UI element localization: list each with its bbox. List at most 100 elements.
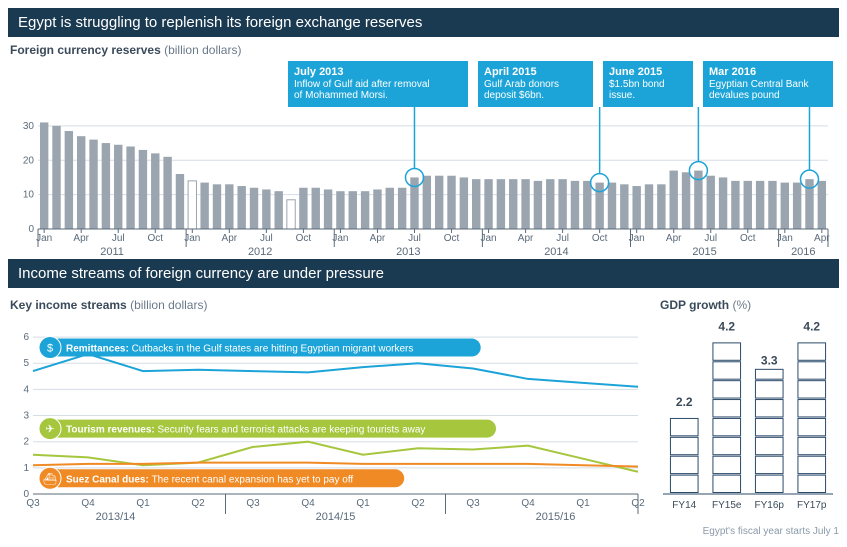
reserves-subtitle: Foreign currency reserves (billion dolla… <box>10 43 839 57</box>
svg-text:Jan: Jan <box>629 233 645 244</box>
reserve-bar <box>558 179 566 229</box>
reserve-bar <box>77 136 85 229</box>
reserve-bar <box>595 183 603 229</box>
svg-text:Jul: Jul <box>408 233 421 244</box>
svg-text:Oct: Oct <box>296 233 312 244</box>
svg-text:Q3: Q3 <box>26 498 40 509</box>
reserve-bar <box>139 150 147 229</box>
gdp-bar-segment <box>755 456 783 473</box>
svg-text:Q2: Q2 <box>191 498 205 509</box>
reserve-bar <box>163 157 171 229</box>
reserve-bar <box>237 186 245 229</box>
reserve-bar <box>768 181 776 229</box>
reserve-bar <box>114 145 122 229</box>
svg-text:4: 4 <box>23 384 29 395</box>
reserve-bar <box>620 184 628 229</box>
reserve-bar <box>447 176 455 229</box>
gdp-bar-segment <box>670 418 698 435</box>
svg-text:Apr: Apr <box>518 233 534 244</box>
gdp-unit: (%) <box>732 298 751 312</box>
svg-text:30: 30 <box>23 121 35 132</box>
svg-text:Q4: Q4 <box>81 498 95 509</box>
reserve-bar <box>497 179 505 229</box>
svg-text:Q1: Q1 <box>136 498 150 509</box>
reserve-bar <box>102 143 110 229</box>
svg-text:2014/15: 2014/15 <box>316 511 356 523</box>
gdp-bar-segment <box>713 418 741 435</box>
ship-icon: ⛴ <box>43 472 57 485</box>
gdp-bar-segment <box>755 475 783 492</box>
svg-text:10: 10 <box>23 190 35 201</box>
gdp-bar-segment <box>755 418 783 435</box>
annotation-title: June 2015 <box>609 66 662 78</box>
svg-text:Oct: Oct <box>740 233 756 244</box>
income-unit: (billion dollars) <box>130 298 207 312</box>
reserve-bar <box>805 179 813 229</box>
svg-text:Apr: Apr <box>73 233 89 244</box>
svg-text:3: 3 <box>23 411 29 422</box>
section1-title: Egypt is struggling to replenish its for… <box>8 8 839 37</box>
income-subtitle-text: Key income streams <box>10 298 127 312</box>
gdp-value: 2.2 <box>676 395 693 409</box>
reserve-bar <box>793 183 801 229</box>
gdp-chart: 2.2FY144.2FY15e3.3FY16p4.2FY17p <box>658 314 838 524</box>
reserves-chart: 0102030JanAprJulOct2011JanAprJulOct2012J… <box>8 59 838 259</box>
reserve-bar <box>657 184 665 229</box>
gdp-bar-segment <box>755 381 783 398</box>
gdp-bar-segment <box>713 400 741 417</box>
svg-text:2013/14: 2013/14 <box>96 511 136 523</box>
annotation-title: Mar 2016 <box>709 66 756 78</box>
svg-text:Q3: Q3 <box>246 498 260 509</box>
svg-text:$1.5bn bond: $1.5bn bond <box>609 79 665 90</box>
svg-text:2014: 2014 <box>544 246 568 258</box>
reserves-unit: (billion dollars) <box>164 43 241 57</box>
income-subtitle: Key income streams (billion dollars) <box>10 298 648 312</box>
gdp-label: FY15e <box>712 500 742 511</box>
gdp-bar-segment <box>798 418 826 435</box>
reserve-bar <box>781 183 789 229</box>
gdp-bar-segment <box>713 343 741 360</box>
svg-text:2016: 2016 <box>791 246 815 258</box>
reserve-bar <box>275 191 283 229</box>
gdp-bar-segment <box>755 400 783 417</box>
reserve-bar <box>756 181 764 229</box>
reserve-bar <box>670 171 678 229</box>
svg-text:issue.: issue. <box>609 90 635 101</box>
reserve-bar <box>151 153 159 229</box>
gdp-bar-segment <box>798 437 826 454</box>
svg-text:Jul: Jul <box>260 233 273 244</box>
svg-text:5: 5 <box>23 358 29 369</box>
reserve-bar <box>682 172 690 229</box>
annotation-title: April 2015 <box>484 66 537 78</box>
gdp-bar-segment <box>798 343 826 360</box>
footnote: Egypt's fiscal year starts July 1 <box>8 526 839 537</box>
gdp-bar-segment <box>670 475 698 492</box>
reserve-bar <box>583 181 591 229</box>
svg-text:Oct: Oct <box>147 233 163 244</box>
gdp-bar-segment <box>798 475 826 492</box>
gdp-value: 4.2 <box>803 319 820 333</box>
series-suez-canal-dues <box>33 463 638 467</box>
reserve-bar <box>373 189 381 229</box>
svg-text:Oct: Oct <box>592 233 608 244</box>
gdp-bar-segment <box>670 456 698 473</box>
gdp-bar-segment <box>798 381 826 398</box>
svg-text:2015: 2015 <box>692 246 716 258</box>
reserve-bar <box>176 174 184 229</box>
reserve-bar <box>731 181 739 229</box>
svg-text:20: 20 <box>23 155 35 166</box>
reserve-bar <box>250 188 258 229</box>
svg-text:Q1: Q1 <box>356 498 370 509</box>
svg-text:Q4: Q4 <box>521 498 535 509</box>
reserve-bar <box>200 183 208 229</box>
reserve-bar <box>632 186 640 229</box>
reserve-bar <box>521 179 529 229</box>
reserve-bar <box>312 188 320 229</box>
reserve-bar <box>225 184 233 229</box>
svg-text:1: 1 <box>23 463 29 474</box>
svg-text:of Mohammed Morsi.: of Mohammed Morsi. <box>294 90 388 101</box>
svg-text:Q4: Q4 <box>301 498 315 509</box>
svg-text:deposit $6bn.: deposit $6bn. <box>484 90 544 101</box>
svg-text:Q1: Q1 <box>576 498 590 509</box>
gdp-label: FY16p <box>755 500 785 511</box>
